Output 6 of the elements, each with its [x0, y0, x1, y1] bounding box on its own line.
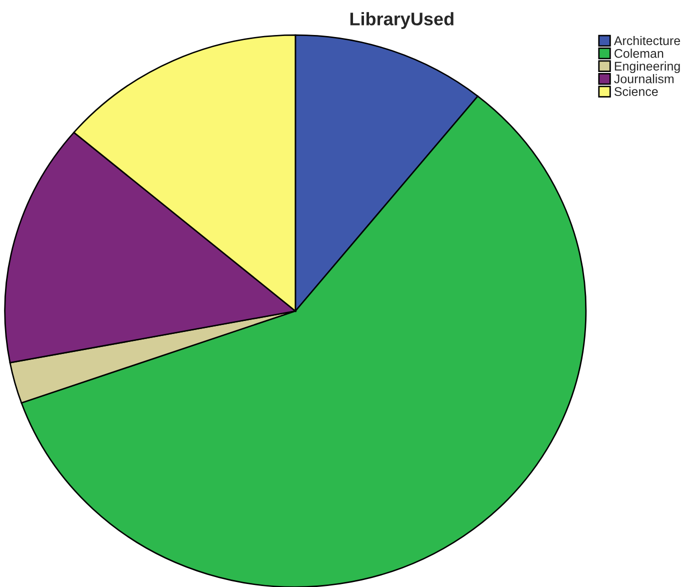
legend-label: Science	[614, 86, 658, 96]
legend-label: Coleman	[614, 48, 664, 58]
chart-title: LibraryUsed	[350, 12, 454, 29]
legend-label: Architecture	[614, 36, 680, 46]
legend-label: Journalism	[614, 74, 674, 84]
legend-label: Engineering	[614, 61, 680, 74]
